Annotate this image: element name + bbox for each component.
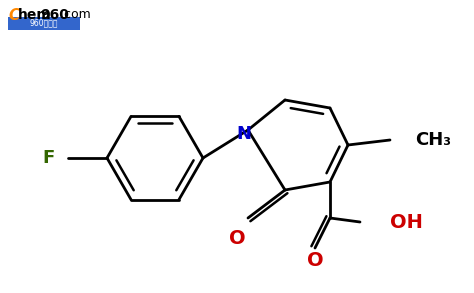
Text: O: O <box>307 251 323 270</box>
Text: 960化工网: 960化工网 <box>30 18 58 28</box>
Text: O: O <box>228 229 246 248</box>
FancyBboxPatch shape <box>8 17 80 30</box>
Text: OH: OH <box>390 212 423 231</box>
Text: 960: 960 <box>40 8 69 22</box>
Text: N: N <box>237 125 252 143</box>
Text: C: C <box>8 8 19 23</box>
Text: .com: .com <box>61 8 92 21</box>
Text: hem: hem <box>18 8 52 22</box>
Text: F: F <box>43 149 55 167</box>
Text: CH₃: CH₃ <box>415 131 451 149</box>
